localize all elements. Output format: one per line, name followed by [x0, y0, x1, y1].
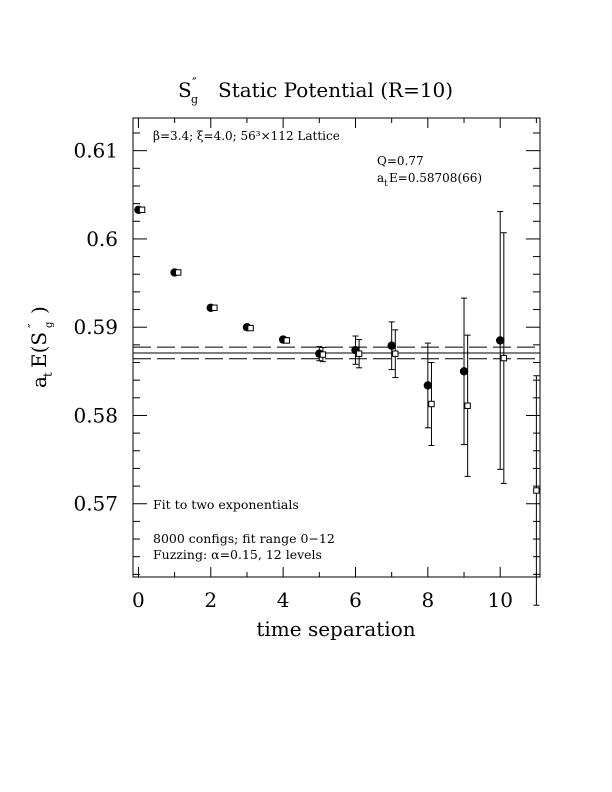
data-point-square [355, 350, 363, 357]
x-tick-label: 6 [349, 588, 362, 612]
configs-annotation: 8000 configs; fit range 0−12 [153, 531, 335, 546]
data-point-circle [459, 367, 469, 376]
svg-text:a: a [27, 376, 51, 388]
title-sub: g [191, 93, 198, 106]
x-tick-label: 4 [277, 588, 290, 612]
ylabel-prefix-sub: t [41, 372, 55, 377]
ylabel-prime: ″ [26, 323, 40, 328]
data-point-square [138, 206, 146, 214]
ylabel-close: ) [27, 306, 51, 314]
fit-lines [133, 346, 540, 360]
svg-text:S: S [178, 78, 192, 102]
x-tick-label: 0 [132, 588, 145, 612]
q-value-annotation: Q=0.77 [377, 154, 424, 168]
title-prefix: S [178, 78, 192, 102]
y-axis-label: a t E(S ″ g ) [26, 306, 55, 388]
data-point-circle [387, 341, 396, 350]
ylabel-main: E(S [27, 332, 51, 368]
energy-annotation: a t E=0.58708(66) [377, 171, 482, 189]
x-axis-label: time separation [256, 617, 415, 641]
chart-title: S ″ g Static Potential (R=10) [178, 76, 453, 106]
x-tick-label: 10 [487, 588, 512, 612]
y-tick-label: 0.57 [73, 492, 118, 516]
energy-prefix: a [377, 171, 384, 185]
data-point-square [247, 324, 254, 332]
ylabel-sub: g [44, 321, 55, 328]
data-point-square [428, 400, 435, 408]
data-point-circle [496, 336, 505, 345]
title-prime: ″ [192, 76, 197, 91]
fuzzing-annotation: Fuzzing: α=0.15, 12 levels [153, 547, 322, 562]
data-point-square [533, 487, 540, 494]
title-text: Static Potential (R=10) [218, 78, 453, 102]
energy-sub: t [384, 179, 388, 189]
data-point-square [175, 269, 182, 276]
y-tick-label: 0.58 [73, 403, 118, 427]
x-tick-labels: 0 2 4 6 8 10 [132, 588, 513, 612]
data-point-square [211, 304, 218, 311]
fit-description: Fit to two exponentials [153, 497, 299, 512]
data-series [134, 205, 540, 606]
data-point-square [283, 337, 290, 344]
data-point-square [392, 350, 399, 357]
x-tick-label: 8 [421, 588, 434, 612]
data-point-square [464, 402, 471, 409]
y-tick-label: 0.59 [73, 315, 118, 339]
ylabel-prefix: a [27, 376, 51, 388]
y-tick-label: 0.6 [86, 227, 118, 251]
data-point-square [500, 354, 508, 362]
y-tick-labels: 0.57 0.58 0.59 0.6 0.61 [73, 139, 118, 516]
data-point-circle [423, 381, 433, 390]
data-point-square [319, 351, 327, 358]
energy-value: E=0.58708(66) [389, 171, 482, 185]
lattice-annotation: β=3.4; ξ=4.0; 56³×112 Lattice [153, 129, 340, 143]
x-tick-label: 2 [204, 588, 217, 612]
y-tick-label: 0.61 [73, 139, 118, 163]
